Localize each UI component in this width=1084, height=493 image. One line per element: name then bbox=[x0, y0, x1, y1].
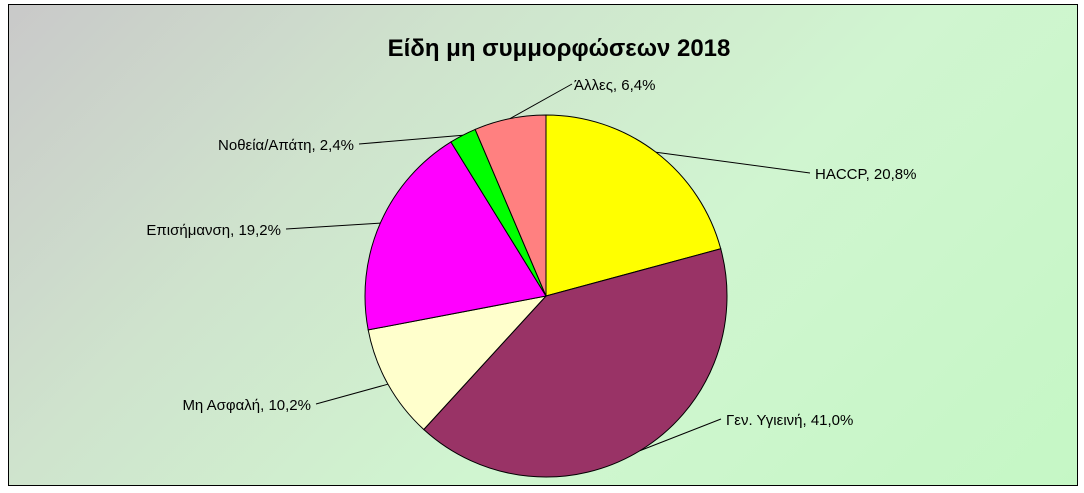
chart-frame: Είδη μη συμμορφώσεων 2018 HACCP, 20,8% Γε… bbox=[8, 4, 1078, 486]
leader-line-1 bbox=[655, 151, 811, 174]
slice-label-4: Επισήμανση, 19,2% bbox=[146, 222, 281, 239]
pie-chart: Είδη μη συμμορφώσεων 2018 HACCP, 20,8% Γε… bbox=[146, 35, 916, 478]
leader-line-2 bbox=[639, 418, 722, 452]
slice-labels: HACCP, 20,8% Γεν. Υγιεινή, 41,0% Μη Ασφαλή… bbox=[146, 77, 916, 429]
slice-label-6: Άλλες, 6,4% bbox=[574, 77, 655, 94]
pie-slice-2 bbox=[423, 248, 728, 478]
slice-label-1: HACCP, 20,8% bbox=[815, 166, 916, 183]
leader-lines bbox=[285, 83, 811, 452]
leader-line-6 bbox=[509, 83, 573, 120]
pie-slices bbox=[364, 114, 728, 478]
leader-line-4 bbox=[285, 222, 381, 230]
slice-label-2: Γεν. Υγιεινή, 41,0% bbox=[726, 412, 853, 429]
leader-line-5 bbox=[358, 134, 463, 145]
pie-slice-3 bbox=[367, 295, 548, 431]
slice-label-3: Μη Ασφαλή, 10,2% bbox=[182, 397, 311, 414]
pie-slice-6 bbox=[474, 114, 547, 297]
slice-label-5: Νοθεία/Απάτη, 2,4% bbox=[218, 137, 354, 154]
leader-line-3 bbox=[315, 383, 389, 405]
chart-title: Είδη μη συμμορφώσεων 2018 bbox=[388, 35, 731, 62]
